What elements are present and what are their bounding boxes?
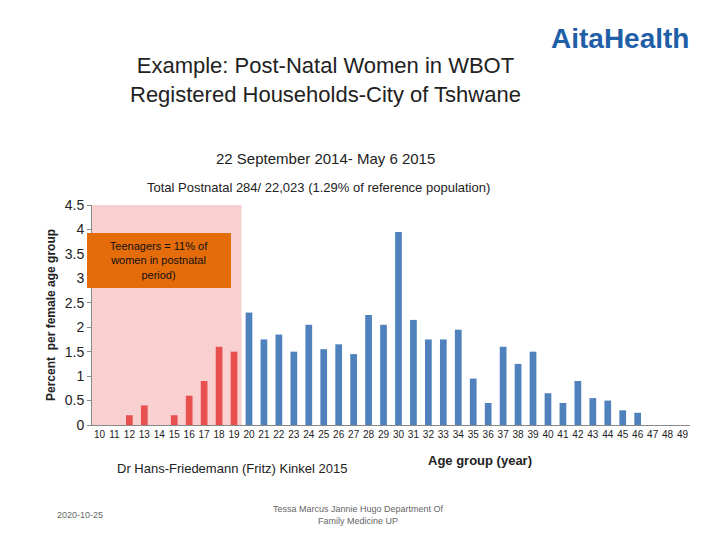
svg-text:30: 30	[393, 429, 405, 440]
svg-text:27: 27	[348, 429, 360, 440]
svg-text:23: 23	[288, 429, 300, 440]
svg-text:19: 19	[228, 429, 240, 440]
svg-text:2: 2	[76, 319, 84, 335]
svg-text:37: 37	[498, 429, 510, 440]
svg-text:15: 15	[169, 429, 181, 440]
svg-text:24: 24	[303, 429, 315, 440]
svg-text:17: 17	[199, 429, 211, 440]
svg-text:25: 25	[318, 429, 330, 440]
svg-text:0.5: 0.5	[65, 392, 85, 408]
svg-text:48: 48	[662, 429, 674, 440]
svg-text:2.5: 2.5	[65, 295, 85, 311]
svg-text:Example: Post-Natal Women in W: Example: Post-Natal Women in WBOTRegiste…	[130, 53, 521, 107]
svg-text:16: 16	[184, 429, 196, 440]
svg-text:35: 35	[468, 429, 480, 440]
svg-text:Age group (year): Age group (year)	[428, 453, 532, 468]
svg-text:32: 32	[423, 429, 435, 440]
svg-text:28: 28	[363, 429, 375, 440]
svg-text:43: 43	[587, 429, 599, 440]
svg-text:22: 22	[273, 429, 285, 440]
svg-text:34: 34	[453, 429, 465, 440]
svg-text:14: 14	[154, 429, 166, 440]
svg-text:21: 21	[258, 429, 270, 440]
svg-text:42: 42	[572, 429, 584, 440]
svg-text:3.5: 3.5	[65, 246, 85, 262]
svg-text:40: 40	[542, 429, 554, 440]
svg-text:22 September 2014- May 6 2015: 22 September 2014- May 6 2015	[216, 150, 435, 167]
svg-text:Percent per female age group: Percent per female age group	[44, 229, 58, 401]
svg-text:49: 49	[677, 429, 689, 440]
svg-text:0: 0	[76, 417, 84, 433]
svg-text:38: 38	[513, 429, 525, 440]
svg-text:26: 26	[333, 429, 345, 440]
svg-text:20: 20	[243, 429, 255, 440]
svg-text:10: 10	[94, 429, 106, 440]
svg-text:1.5: 1.5	[65, 344, 85, 360]
svg-text:4.5: 4.5	[65, 197, 85, 213]
svg-text:47: 47	[647, 429, 659, 440]
svg-text:18: 18	[214, 429, 226, 440]
svg-text:33: 33	[438, 429, 450, 440]
svg-text:Teenagers = 11% ofwomen in pos: Teenagers = 11% ofwomen in postnatalperi…	[110, 240, 208, 281]
svg-text:Total Postnatal 284/ 22,023 (1: Total Postnatal 284/ 22,023 (1.29% of re…	[147, 180, 490, 195]
svg-text:41: 41	[557, 429, 569, 440]
svg-text:29: 29	[378, 429, 390, 440]
svg-text:Tessa Marcus Jannie Hugo Depar: Tessa Marcus Jannie Hugo Department OfFa…	[273, 504, 444, 526]
svg-text:AitaHealth: AitaHealth	[551, 23, 689, 54]
svg-text:31: 31	[408, 429, 420, 440]
svg-text:2020-10-25: 2020-10-25	[57, 510, 103, 520]
svg-text:45: 45	[617, 429, 629, 440]
svg-text:39: 39	[527, 429, 539, 440]
svg-text:1: 1	[76, 368, 84, 384]
svg-text:46: 46	[632, 429, 644, 440]
svg-text:Dr Hans-Friedemann (Fritz) Kin: Dr Hans-Friedemann (Fritz) Kinkel 2015	[117, 461, 347, 476]
svg-text:13: 13	[139, 429, 151, 440]
svg-text:12: 12	[124, 429, 136, 440]
svg-text:11: 11	[109, 429, 120, 440]
svg-text:44: 44	[602, 429, 614, 440]
svg-text:3: 3	[76, 270, 84, 286]
svg-text:4: 4	[76, 221, 84, 237]
svg-text:36: 36	[483, 429, 495, 440]
